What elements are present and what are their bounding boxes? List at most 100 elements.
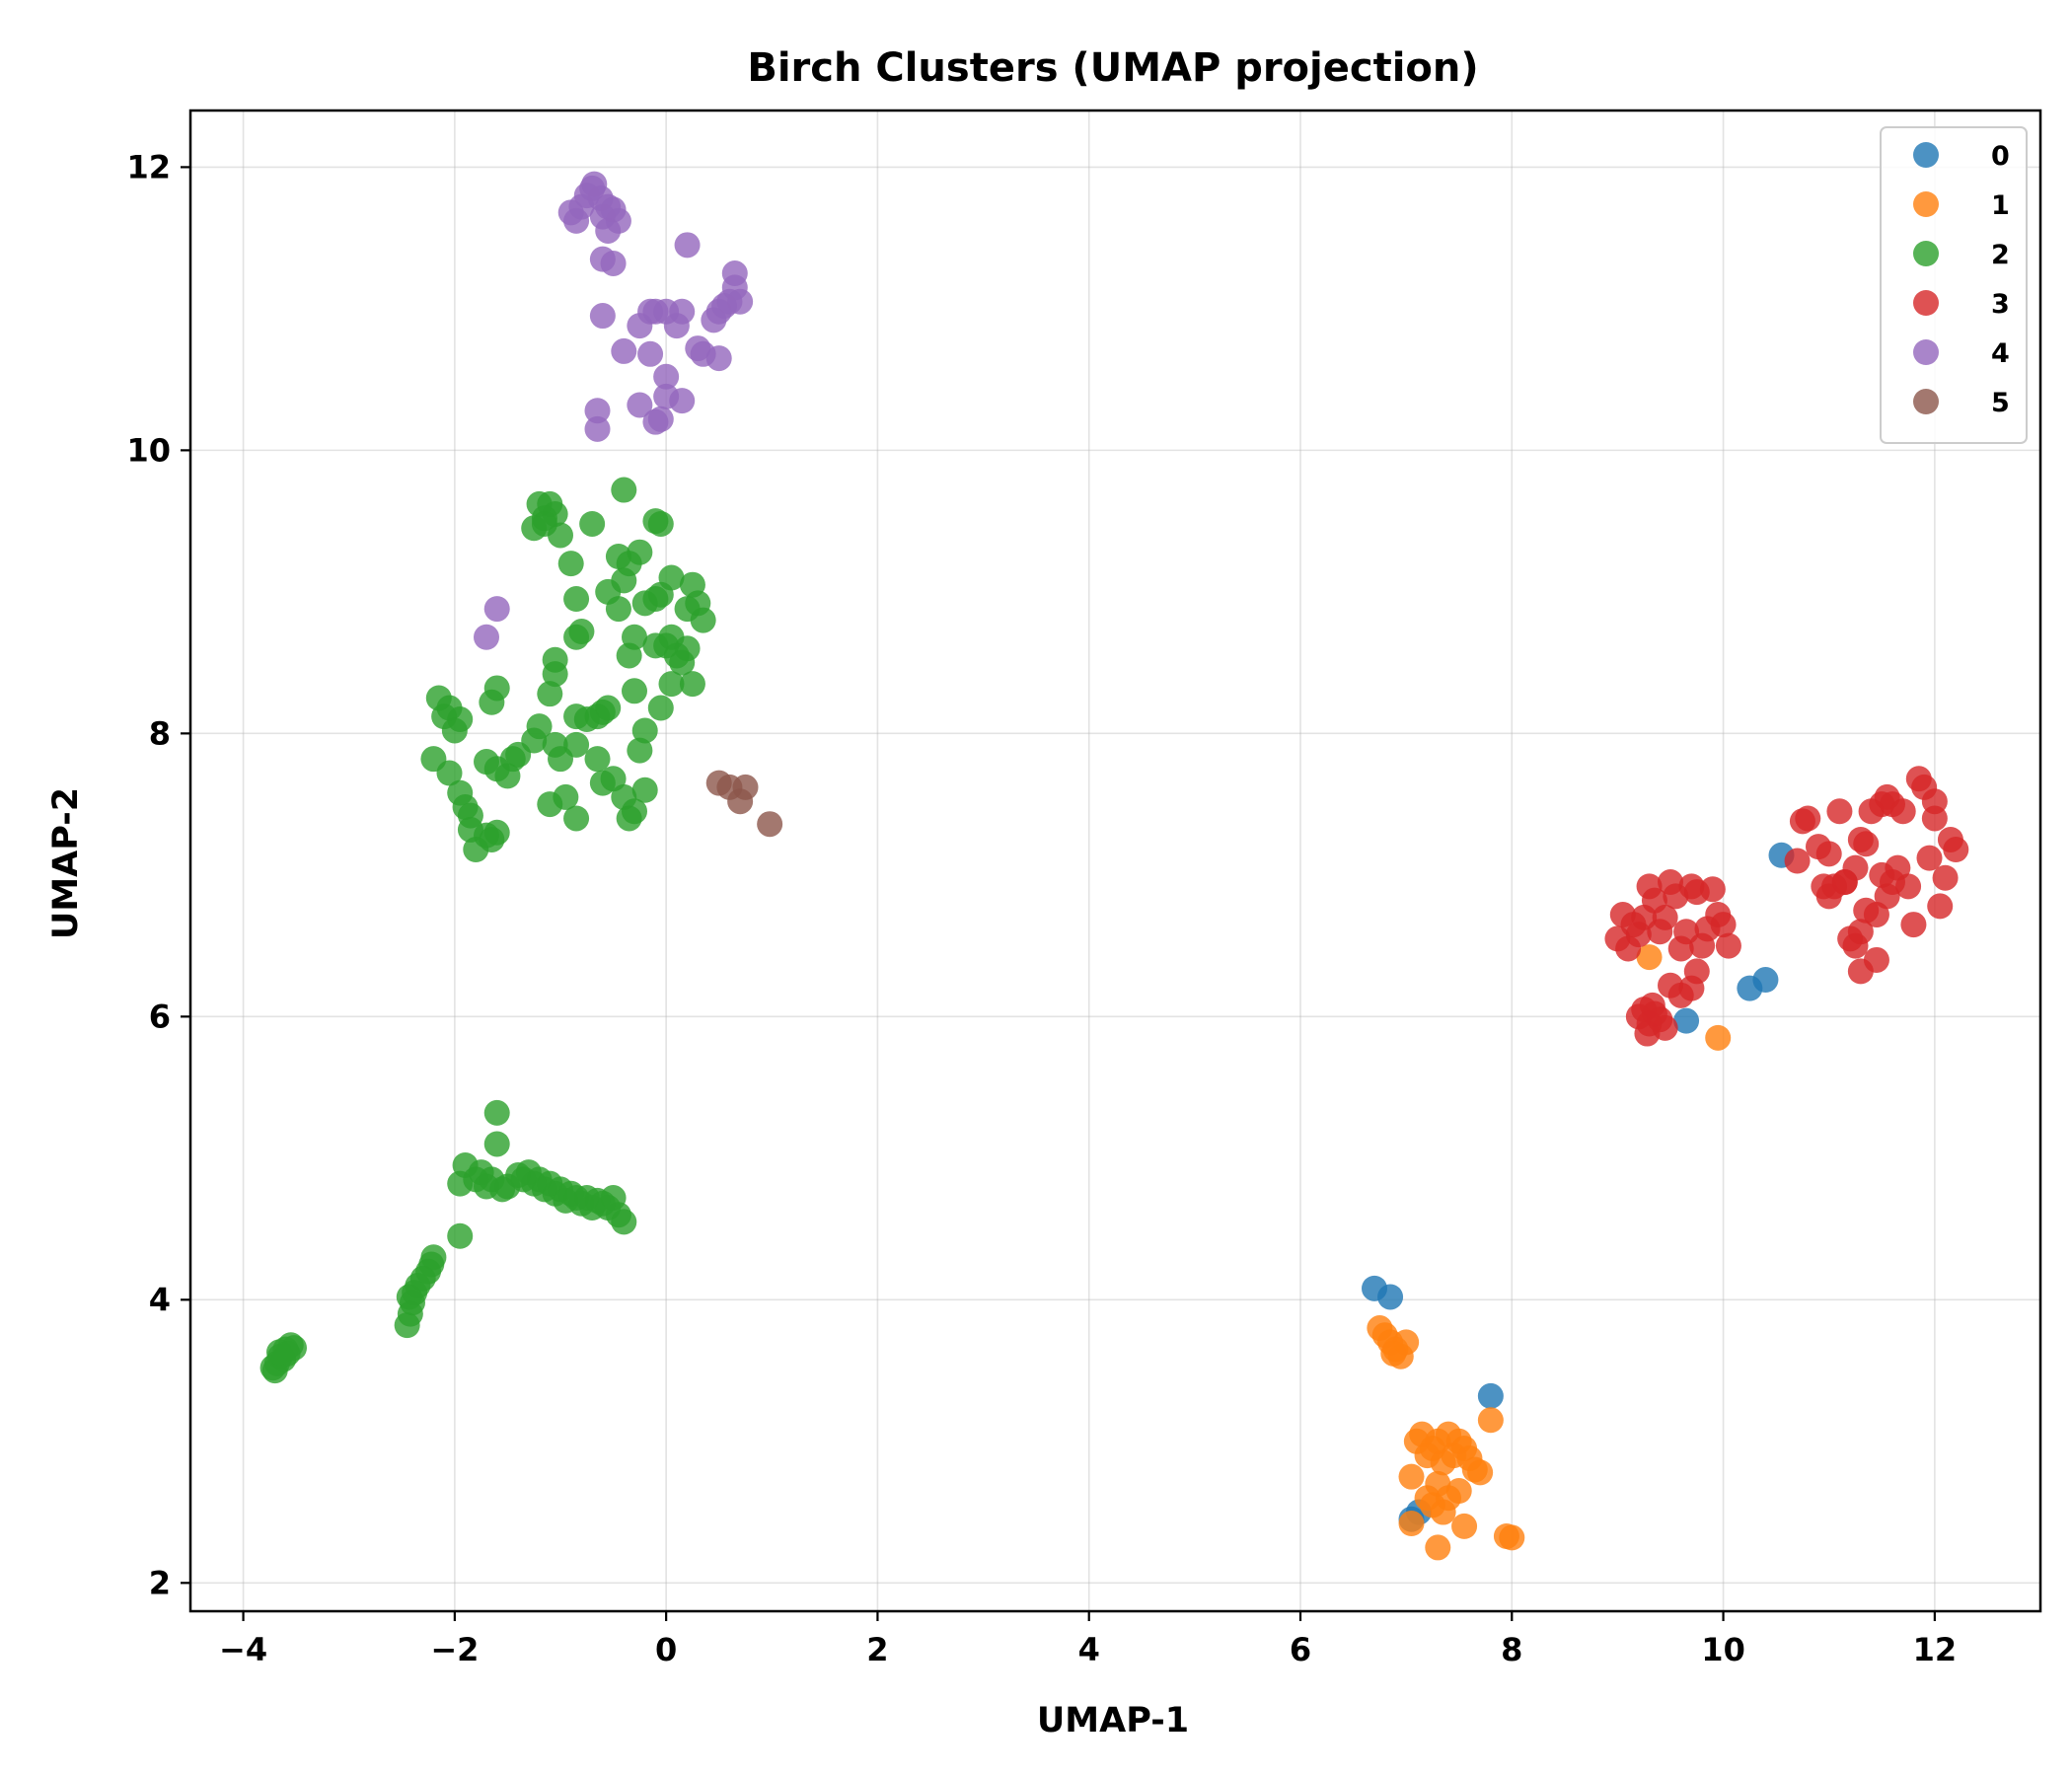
data-points [259,171,1969,1561]
cluster-2-point [483,756,510,782]
cluster-2-point [690,607,716,633]
cluster-3-point [1826,798,1853,825]
x-tick-label: 4 [1078,1631,1100,1668]
cluster-2-point [563,731,590,758]
cluster-2-point [266,1339,292,1366]
cluster-4-point [611,337,637,364]
cluster-4-point [637,340,664,367]
cluster-2-point [568,619,595,645]
cluster-3-point [1863,902,1889,928]
cluster-3-point [1652,904,1678,930]
cluster-2-point [483,1099,510,1126]
cluster-3-point [1795,805,1821,832]
cluster-2-point [658,564,685,591]
cluster-2-point [420,1244,447,1271]
cluster-2-point [447,706,474,733]
cluster-4-point [589,303,616,330]
x-tick-label: −4 [219,1631,267,1668]
cluster-3-point [1710,912,1737,938]
x-tick-label: 6 [1290,1631,1311,1668]
x-tick-label: −2 [430,1631,479,1668]
cluster-2-point [605,596,631,623]
cluster-2-point [563,805,590,832]
cluster-2-point [595,695,622,721]
cluster-4-point [600,250,627,276]
cluster-3-point [1943,837,1969,863]
cluster-4-point [584,415,611,442]
cluster-2-point [611,477,637,503]
cluster-0-point [1752,967,1779,994]
plot-area [188,109,2042,1613]
legend-marker-5 [1913,389,1939,414]
y-axis: 2 4 6 8 10 12 [126,148,190,1601]
cluster-2-point [674,635,701,662]
cluster-1-point [1380,1340,1407,1367]
plot-background [190,111,2040,1611]
cluster-4-point [727,288,754,315]
cluster-3-point [1847,919,1874,945]
cluster-4-point [674,232,701,259]
cluster-1-point [1430,1499,1456,1525]
cluster-2-point [483,819,510,846]
legend-marker-0 [1913,142,1939,168]
cluster-3-point [1889,798,1916,825]
cluster-2-point [537,681,563,707]
cluster-4-point [474,624,499,650]
legend-label-3: 3 [1991,289,2010,320]
cluster-2-point [531,505,557,532]
legend-marker-4 [1913,339,1939,365]
cluster-1-point [1499,1524,1525,1551]
cluster-3-point [1869,791,1895,818]
cluster-0-point [1377,1284,1404,1310]
cluster-2-point [611,567,637,594]
cluster-2-point [483,1131,510,1157]
cluster-2-point [579,510,606,537]
y-tick-label: 8 [149,714,171,752]
cluster-4-point [483,596,510,623]
cluster-1-point [1445,1478,1472,1505]
cluster-4-point [584,398,611,424]
x-tick-label: 0 [655,1631,677,1668]
cluster-2-point [642,632,669,659]
x-tick-label: 8 [1501,1631,1522,1668]
legend-label-1: 1 [1991,190,2010,221]
cluster-3-point [1652,1014,1678,1041]
cluster-4-point [653,363,680,390]
cluster-2-point [631,717,658,744]
cluster-2-point [611,1209,637,1235]
legend-label-5: 5 [1991,388,2010,418]
cluster-1-point [1425,1534,1451,1561]
cluster-3-point [1815,841,1842,867]
chart-title: Birch Clusters (UMAP projection) [747,45,1478,91]
cluster-0-point [1477,1382,1504,1409]
cluster-3-point [1831,869,1858,896]
cluster-2-point [557,551,584,577]
cluster-3-point [1880,869,1905,896]
y-tick-label: 12 [126,148,171,185]
cluster-2-point [553,783,579,810]
cluster-2-point [622,624,647,650]
y-axis-label: UMAP-2 [46,787,86,939]
cluster-2-point [622,678,647,704]
x-axis-label: UMAP-1 [1037,1701,1189,1740]
cluster-2-point [622,798,647,825]
cluster-3-point [1932,864,1959,891]
cluster-3-point [1921,805,1948,832]
legend: 0 1 2 3 4 5 [1880,126,2028,444]
y-tick-label: 6 [149,998,171,1035]
cluster-2-point [647,510,674,537]
cluster-2-point [631,777,658,803]
cluster-3-point [1811,873,1837,900]
cluster-4-point [705,345,732,372]
cluster-3-point [1699,876,1726,903]
cluster-4-point [647,406,674,432]
y-tick-label: 4 [149,1281,171,1318]
cluster-5-point [732,774,759,800]
cluster-2-point [526,713,553,740]
cluster-3-point [1715,932,1741,959]
x-axis: −4 −2 0 2 4 6 8 10 12 [219,1611,1957,1668]
x-tick-label: 12 [1913,1631,1958,1668]
x-tick-label: 10 [1701,1631,1745,1668]
cluster-3-point [1927,893,1954,920]
cluster-2-point [396,1284,422,1310]
